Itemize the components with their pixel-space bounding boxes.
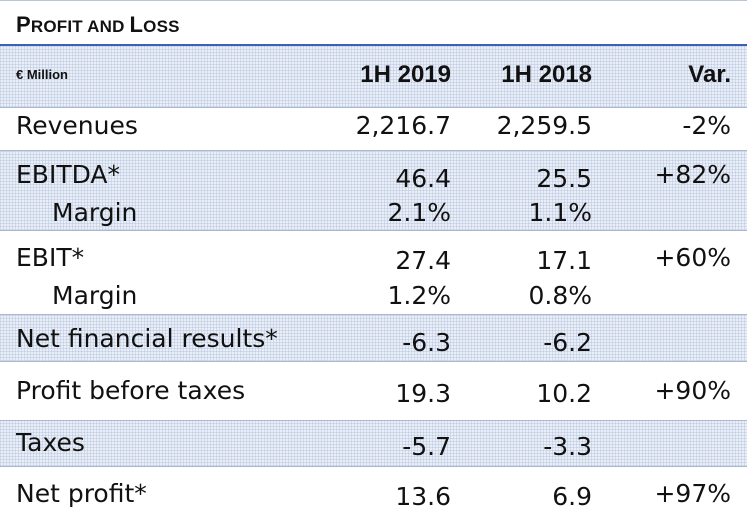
value-1h2018: -3.3 [543,432,592,461]
row-label-taxes: Taxes [16,428,85,457]
row-label-net-financial-results: Net financial results* [16,324,278,353]
value-1h2018: 2,259.5 [496,111,592,140]
value-var: +90% [654,376,731,405]
value-var: +97% [654,479,731,508]
row-label-ebit: EBIT* [16,243,85,272]
unit-label: € Million [16,67,68,82]
value-1h2018: 0.8% [528,281,592,310]
header-band [0,46,747,107]
value-1h2019: 19.3 [395,379,451,408]
row-label-revenues: Revenues [16,111,138,140]
row-label-net-profit: Net profit* [16,479,147,508]
value-1h2018: 25.5 [536,164,592,193]
value-var: -2% [682,111,731,140]
title-divider [0,44,747,46]
value-1h2019: 2,216.7 [355,111,451,140]
title-part: OSS [143,17,180,36]
column-header-1h2019: 1H 2019 [360,61,451,88]
row-divider [0,361,747,362]
value-1h2019: 27.4 [395,246,451,275]
value-1h2018: -6.2 [543,328,592,357]
row-divider [0,420,747,421]
row-label-ebitda: EBITDA* [16,160,121,189]
row-label-margin: Margin [52,198,138,227]
value-1h2019: -6.3 [402,328,451,357]
row-label-margin: Margin [52,281,138,310]
row-divider [0,466,747,467]
value-1h2018: 1.1% [528,198,592,227]
row-divider [0,150,747,151]
value-1h2019: 1.2% [387,281,451,310]
row-divider [0,107,747,108]
title-part: P [16,12,31,37]
title-part: L [129,12,144,37]
value-1h2019: 2.1% [387,198,451,227]
value-1h2018: 17.1 [536,246,592,275]
row-divider [0,314,747,315]
column-header-var: Var. [688,61,731,88]
row-label-profit-before-taxes: Profit before taxes [16,376,246,405]
page-title: PROFIT AND LOSS [0,0,747,44]
value-var: +82% [654,160,731,189]
value-1h2019: 13.6 [395,482,451,511]
value-1h2019: 46.4 [395,164,451,193]
column-header-1h2018: 1H 2018 [501,61,592,88]
value-1h2019: -5.7 [402,432,451,461]
title-part: ROFIT AND [30,17,130,36]
value-1h2018: 6.9 [552,482,592,511]
taxes-band [0,421,747,466]
value-1h2018: 10.2 [536,379,592,408]
ebitda-band [0,151,747,230]
value-var: +60% [654,243,731,272]
row-divider [0,230,747,231]
net-financial-band [0,315,747,361]
